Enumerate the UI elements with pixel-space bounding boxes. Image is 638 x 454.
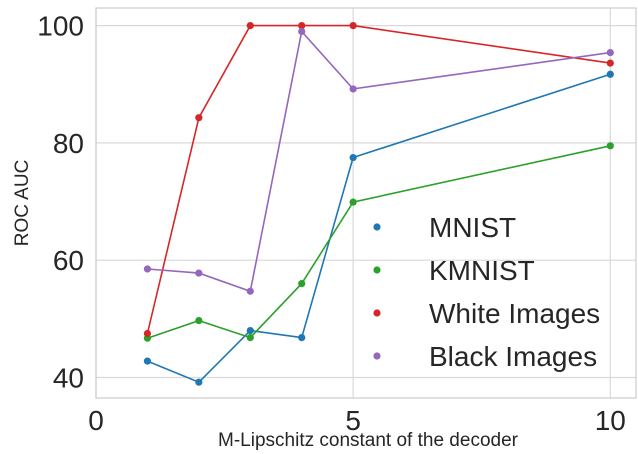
legend-label: Black Images [429,341,597,372]
series-line [147,73,611,384]
data-point [349,85,357,93]
y-axis-label: ROC AUC [12,160,33,247]
data-point [349,153,357,162]
x-tick-label: 10 [595,405,626,436]
data-point [606,48,614,57]
series-black-images [143,27,614,295]
data-point [298,280,306,288]
data-point [143,357,152,365]
series-line [147,145,611,339]
series-line [147,29,611,293]
legend: MNIST KMNIST White Images Black Images [373,212,600,372]
data-point [349,198,357,206]
series-kmnist [143,142,614,342]
plot-frame [95,7,637,399]
data-point [606,70,614,78]
legend-marker [373,352,381,360]
series-line [146,24,611,334]
x-tick-label: 5 [345,405,361,436]
data-point [298,27,306,36]
series-mnist [143,70,614,386]
legend-label: White Images [429,298,600,329]
data-point [195,269,203,277]
data-point [298,333,306,342]
data-point [349,21,357,30]
data-point [246,287,254,295]
y-tick-label: 80 [53,128,84,159]
data-point [246,326,254,335]
legend-marker [373,223,381,231]
legend-label: MNIST [429,212,516,243]
legend-marker [373,266,381,274]
series-group [143,21,614,386]
data-point [143,329,152,338]
data-point [606,59,614,67]
data-point [195,114,203,122]
x-axis-label: M-Lipschitz constant of the decoder [218,430,519,451]
data-point [195,316,203,325]
y-tick-label: 40 [53,362,84,393]
x-tick-label: 0 [88,405,104,436]
y-tick-label: 100 [37,11,84,42]
data-point [606,142,614,150]
y-tick-label: 60 [53,245,84,276]
data-point [195,378,203,386]
data-point [298,21,306,30]
series-white-images [143,21,614,338]
tick-labels: 0 5 10 40 60 80 100 [37,11,626,436]
data-point [246,333,254,342]
legend-label: KMNIST [429,255,535,286]
legend-marker [373,309,381,317]
data-point [143,265,152,273]
data-point [246,21,254,30]
grid [95,8,636,398]
